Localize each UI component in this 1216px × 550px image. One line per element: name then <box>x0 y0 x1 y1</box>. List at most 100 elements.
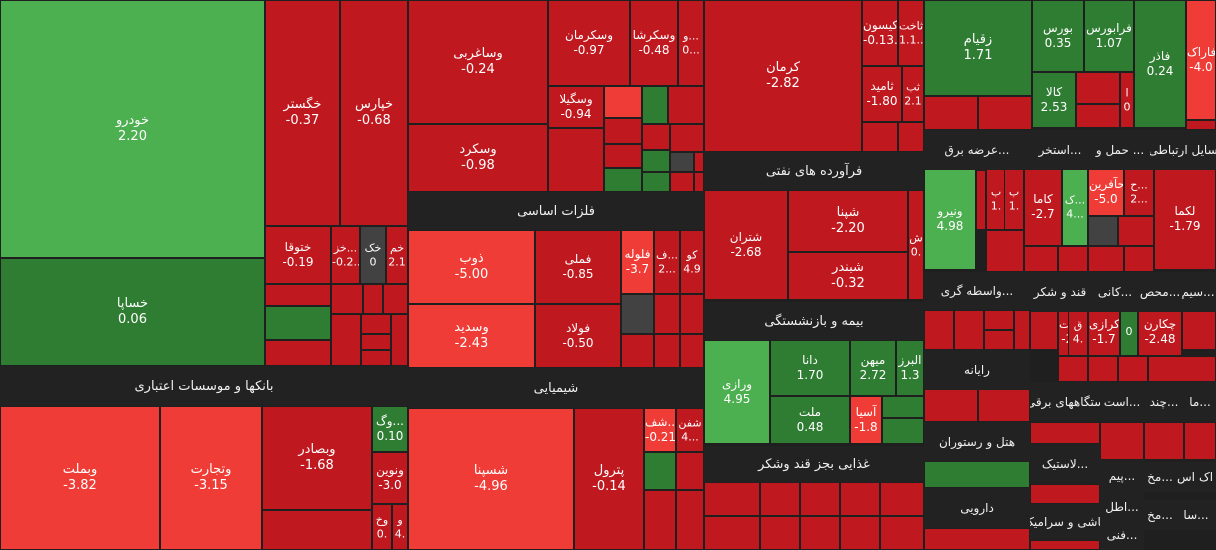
treemap-tile-unlabeled[interactable] <box>331 314 361 366</box>
treemap-tile-unlabeled[interactable] <box>840 482 880 516</box>
treemap-tile-unlabeled[interactable] <box>1118 356 1148 382</box>
treemap-tile[interactable]: بورس 0.35 <box>1032 0 1084 72</box>
treemap-tile-unlabeled[interactable] <box>1148 356 1216 382</box>
treemap-tile[interactable]: فرابورس 1.07 <box>1084 0 1134 72</box>
treemap-tile-unlabeled[interactable] <box>1100 422 1144 460</box>
treemap-tile-unlabeled[interactable] <box>1076 104 1120 128</box>
treemap-tile-unlabeled[interactable] <box>680 294 704 334</box>
treemap-tile[interactable]: فاراک -4.0 <box>1186 0 1216 120</box>
treemap-tile[interactable]: ک... 4... <box>1062 168 1088 246</box>
treemap-tile[interactable]: شپنا -2.20 <box>788 190 908 252</box>
treemap-tile[interactable]: ق 4. <box>1068 308 1088 356</box>
treemap-tile[interactable]: ختوقا -0.19 <box>265 226 331 284</box>
treemap-tile[interactable]: ب 1. <box>1004 168 1024 230</box>
treemap-tile-unlabeled[interactable] <box>1118 216 1154 246</box>
treemap-tile[interactable]: خپارس -0.68 <box>340 0 408 226</box>
treemap-tile-unlabeled[interactable] <box>1024 246 1058 272</box>
treemap-tile[interactable]: آسیا -1.8 <box>850 396 882 444</box>
treemap-tile-unlabeled[interactable] <box>361 314 391 334</box>
treemap-tile-unlabeled[interactable] <box>978 96 1032 130</box>
treemap-tile-unlabeled[interactable] <box>670 152 694 172</box>
treemap-tile-unlabeled[interactable] <box>984 330 1014 350</box>
treemap-tile-unlabeled[interactable] <box>676 490 704 550</box>
treemap-tile-unlabeled[interactable] <box>1144 422 1184 460</box>
treemap-tile[interactable]: وسکرشا -0.48 <box>630 0 678 86</box>
treemap-tile[interactable]: و 4. <box>392 504 408 550</box>
treemap-tile[interactable]: ش 0. <box>908 190 924 300</box>
treemap-tile-unlabeled[interactable] <box>265 284 331 306</box>
treemap-tile[interactable]: خز...-0.2... <box>331 226 360 284</box>
treemap-tile-unlabeled[interactable] <box>1014 310 1030 350</box>
treemap-tile[interactable]: ملت 0.48 <box>770 396 850 444</box>
treemap-tile-unlabeled[interactable] <box>361 334 391 350</box>
treemap-tile[interactable]: شف...-0.21 <box>644 408 676 452</box>
treemap-tile-unlabeled[interactable] <box>644 452 676 490</box>
treemap-tile-unlabeled[interactable] <box>391 314 408 366</box>
treemap-tile[interactable]: وتجارت -3.15 <box>160 406 262 550</box>
treemap-tile-unlabeled[interactable] <box>1058 356 1088 382</box>
treemap-tile[interactable]: ف... 2... <box>654 230 680 294</box>
treemap-tile-unlabeled[interactable] <box>924 96 978 130</box>
treemap-tile-unlabeled[interactable] <box>642 172 670 192</box>
treemap-tile[interactable]: ونیرو 4.98 <box>924 168 976 270</box>
treemap-tile-unlabeled[interactable] <box>642 86 668 124</box>
treemap-tile-unlabeled[interactable] <box>978 388 1030 422</box>
treemap-tile[interactable]: پترول -0.14 <box>574 408 644 550</box>
treemap-tile-unlabeled[interactable] <box>676 452 704 490</box>
treemap-tile-unlabeled[interactable] <box>621 334 654 368</box>
treemap-tile-unlabeled[interactable] <box>984 310 1014 330</box>
treemap-tile-unlabeled[interactable] <box>882 396 924 418</box>
treemap-tile-unlabeled[interactable] <box>262 510 372 550</box>
treemap-tile-unlabeled[interactable] <box>694 152 704 172</box>
treemap-tile[interactable]: 0 <box>1120 308 1138 356</box>
treemap-tile-unlabeled[interactable] <box>760 516 800 550</box>
treemap-tile-unlabeled[interactable] <box>1030 310 1058 350</box>
treemap-tile[interactable]: کاما -2.7 <box>1024 168 1062 246</box>
treemap-tile-unlabeled[interactable] <box>363 284 383 314</box>
treemap-tile-unlabeled[interactable] <box>1030 540 1100 550</box>
treemap-tile[interactable]: شبندر -0.32 <box>788 252 908 300</box>
treemap-tile-unlabeled[interactable] <box>642 150 670 172</box>
treemap-tile[interactable]: وسکرمان -0.97 <box>548 0 630 86</box>
treemap-tile-unlabeled[interactable] <box>1076 72 1120 104</box>
treemap-tile-unlabeled[interactable] <box>924 528 1030 550</box>
treemap-tile[interactable]: وگ... 0.10 <box>372 406 408 452</box>
treemap-tile-unlabeled[interactable] <box>882 418 924 444</box>
treemap-tile-unlabeled[interactable] <box>1088 356 1118 382</box>
treemap-tile[interactable]: ذوب -5.00 <box>408 230 535 304</box>
treemap-tile[interactable]: و... 0... <box>678 0 704 86</box>
treemap-tile[interactable]: چکارن -2.48 <box>1138 308 1182 356</box>
treemap-tile-unlabeled[interactable] <box>986 230 1024 272</box>
treemap-tile[interactable]: فولاد -0.50 <box>535 304 621 368</box>
treemap-tile[interactable]: خگستر -0.37 <box>265 0 340 226</box>
treemap-tile-unlabeled[interactable] <box>1184 422 1216 460</box>
treemap-tile-unlabeled[interactable] <box>654 294 680 334</box>
treemap-tile[interactable]: کرمان -2.82 <box>704 0 862 152</box>
treemap-tile-unlabeled[interactable] <box>760 482 800 516</box>
treemap-tile[interactable]: فملی -0.85 <box>535 230 621 304</box>
treemap-tile-unlabeled[interactable] <box>331 284 363 314</box>
treemap-tile-unlabeled[interactable] <box>548 128 604 192</box>
treemap-tile-unlabeled[interactable] <box>654 334 680 368</box>
treemap-tile[interactable]: ونوین -3.0 <box>372 452 408 504</box>
treemap-tile-unlabeled[interactable] <box>604 118 642 144</box>
treemap-tile[interactable]: ثامید -1.80 <box>862 66 902 122</box>
treemap-tile[interactable]: وبملت -3.82 <box>0 406 160 550</box>
treemap-tile[interactable]: فلوله -3.7 <box>621 230 654 294</box>
treemap-tile-unlabeled[interactable] <box>604 86 642 118</box>
treemap-tile[interactable]: وبصادر -1.68 <box>262 406 372 510</box>
treemap-tile-unlabeled[interactable] <box>1124 246 1154 272</box>
treemap-tile-unlabeled[interactable] <box>924 460 1030 488</box>
treemap-tile[interactable]: ورازی 4.95 <box>704 340 770 444</box>
treemap-tile[interactable]: شفن 4... <box>676 408 704 452</box>
treemap-tile-unlabeled[interactable] <box>642 124 670 150</box>
treemap-tile-unlabeled[interactable] <box>670 172 694 192</box>
treemap-tile[interactable]: کرازی -1.7 <box>1088 308 1120 356</box>
treemap-tile-unlabeled[interactable] <box>265 340 331 366</box>
treemap-tile-unlabeled[interactable] <box>924 388 978 422</box>
treemap-tile[interactable]: وسگیلا -0.94 <box>548 86 604 128</box>
treemap-tile-unlabeled[interactable] <box>644 490 676 550</box>
treemap-tile-unlabeled[interactable] <box>670 124 704 152</box>
